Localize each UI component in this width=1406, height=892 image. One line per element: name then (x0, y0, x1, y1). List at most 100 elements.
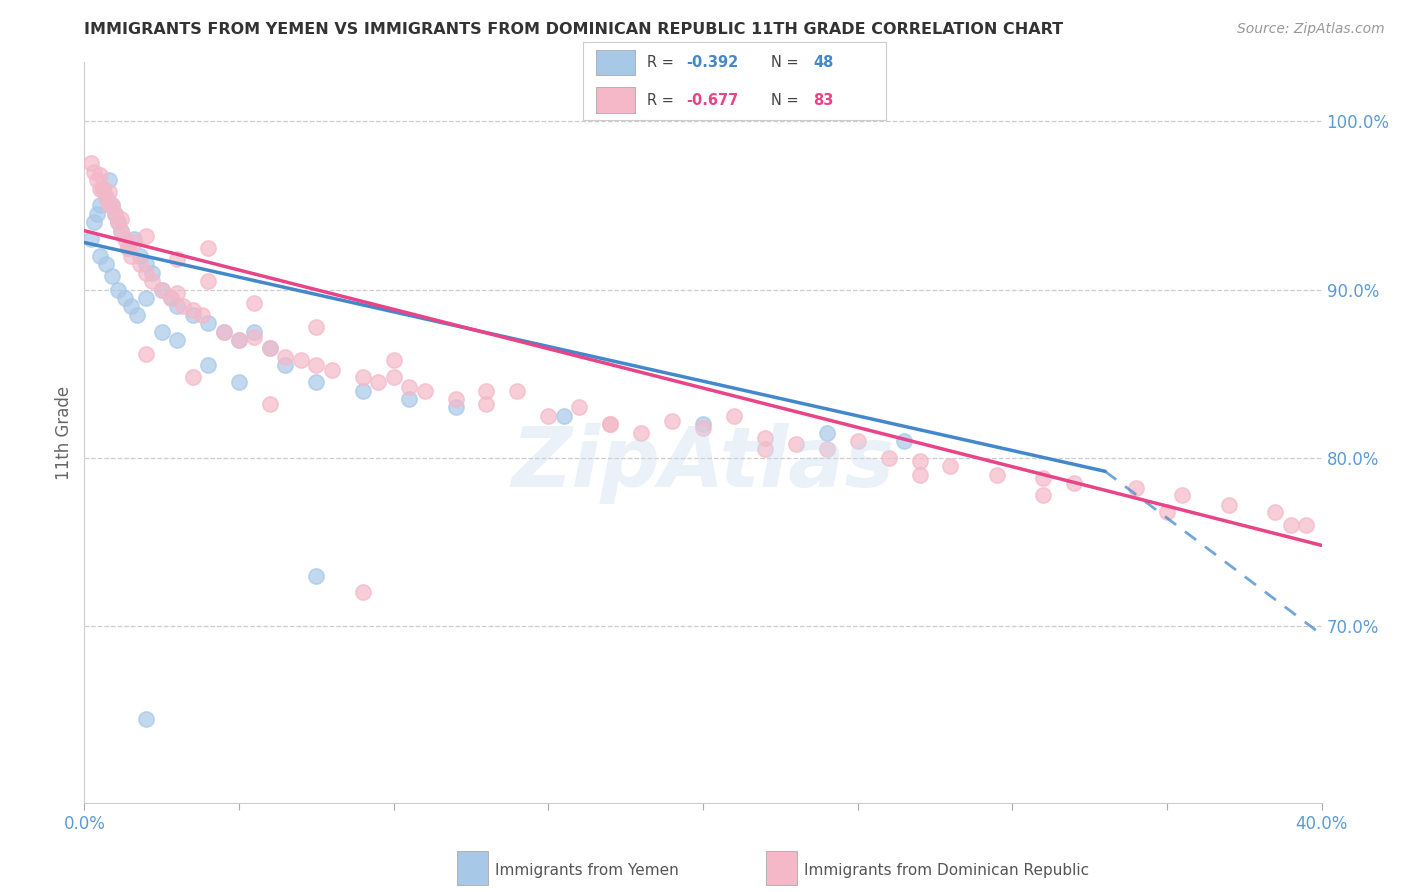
Point (107, 215, 129, 229)
Point (197, 240, 219, 255)
Point (599, 417, 621, 432)
Point (352, 370, 374, 384)
Text: Immigrants from Dominican Republic: Immigrants from Dominican Republic (804, 863, 1090, 878)
Point (160, 291, 183, 305)
Point (1125, 481, 1147, 495)
Point (212, 325, 235, 339)
Point (89, 198, 111, 212)
Point (259, 342, 281, 356)
Point (135, 291, 157, 305)
Point (120, 249, 142, 263)
Point (110, 211, 132, 226)
Point (243, 329, 266, 343)
Point (94, 190, 117, 204)
Point (160, 291, 183, 305)
Point (692, 417, 714, 432)
Text: IMMIGRANTS FROM YEMEN VS IMMIGRANTS FROM DOMINICAN REPUBLIC 11TH GRADE CORRELATI: IMMIGRANTS FROM YEMEN VS IMMIGRANTS FROM… (84, 22, 1063, 37)
Point (475, 397, 498, 411)
Point (101, 198, 124, 212)
Point (135, 257, 157, 271)
Point (815, 425, 838, 440)
Point (135, 228, 157, 243)
Point (228, 333, 250, 347)
Text: -0.677: -0.677 (686, 93, 738, 108)
Point (1032, 471, 1054, 485)
Text: Source: ZipAtlas.com: Source: ZipAtlas.com (1237, 22, 1385, 37)
Point (166, 300, 188, 314)
Point (110, 224, 132, 238)
Point (305, 568, 328, 582)
Point (122, 232, 145, 246)
Point (305, 319, 328, 334)
Point (166, 252, 188, 267)
Point (89, 168, 111, 182)
Point (908, 467, 931, 482)
Point (382, 370, 405, 384)
Text: R =: R = (647, 54, 679, 70)
Point (692, 420, 714, 434)
Point (661, 414, 683, 428)
Point (141, 266, 163, 280)
Point (754, 431, 776, 445)
Point (89, 181, 111, 195)
Point (475, 384, 498, 398)
Point (150, 283, 173, 297)
Point (98, 185, 121, 199)
Point (197, 359, 219, 373)
Point (117, 240, 139, 255)
Point (120, 300, 142, 314)
Point (274, 350, 297, 364)
Point (723, 409, 745, 423)
Point (166, 333, 188, 347)
Point (1063, 476, 1085, 491)
Point (259, 397, 281, 411)
Point (191, 308, 214, 322)
Point (367, 375, 389, 389)
Point (91, 181, 114, 195)
Point (537, 409, 560, 423)
Point (553, 409, 575, 423)
Point (104, 207, 127, 221)
Point (197, 274, 219, 288)
Point (104, 207, 127, 221)
Point (110, 224, 132, 238)
Point (166, 285, 188, 300)
Point (83, 215, 105, 229)
Point (150, 283, 173, 297)
FancyBboxPatch shape (596, 87, 636, 112)
Point (101, 269, 124, 284)
Point (382, 353, 405, 368)
Point (1295, 518, 1317, 533)
Text: N =: N = (770, 93, 803, 108)
Point (1279, 518, 1302, 533)
Point (125, 308, 148, 322)
Text: N =: N = (770, 54, 803, 70)
Point (98, 173, 121, 187)
Point (98, 198, 121, 212)
Point (444, 401, 467, 415)
Point (1264, 505, 1286, 519)
Point (413, 384, 436, 398)
Point (243, 296, 266, 310)
Point (274, 359, 297, 373)
Point (630, 425, 652, 440)
Point (94, 190, 117, 204)
Point (986, 467, 1008, 482)
Point (101, 198, 124, 212)
Point (352, 585, 374, 599)
Point (135, 712, 157, 726)
Point (243, 325, 266, 339)
Point (599, 417, 621, 432)
Point (86, 207, 108, 221)
Point (444, 392, 467, 406)
Text: ZipAtlas: ZipAtlas (512, 424, 894, 504)
Point (815, 442, 838, 457)
Point (568, 401, 591, 415)
FancyBboxPatch shape (596, 50, 636, 75)
Point (212, 325, 235, 339)
Point (135, 346, 157, 360)
Point (129, 249, 152, 263)
Point (908, 454, 931, 468)
Text: R =: R = (647, 93, 679, 108)
Point (893, 434, 915, 448)
